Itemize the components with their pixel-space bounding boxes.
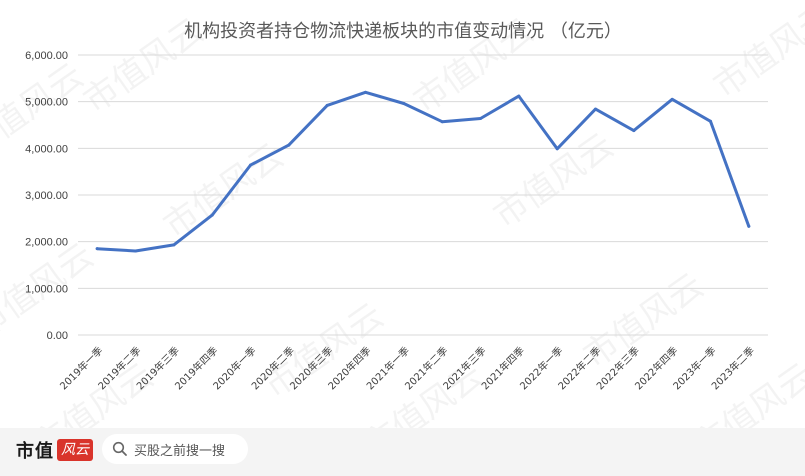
gridlines (78, 54, 768, 336)
footer-bar: 市值 风云 买股之前搜一搜 (0, 428, 805, 476)
data-point (670, 97, 674, 101)
data-point (95, 247, 99, 251)
search-placeholder: 买股之前搜一搜 (134, 443, 226, 459)
series-layer (95, 90, 751, 253)
brand-name: 市值 (16, 441, 54, 462)
line-chart: 市值风云市值风云市值风云市值风云市值风云市值风云市值风云市值风云市值风云市值风云… (0, 0, 805, 428)
data-point (325, 103, 329, 107)
data-point (747, 224, 751, 228)
search-input[interactable]: 买股之前搜一搜 (102, 434, 248, 464)
chart-card: 市值风云市值风云市值风云市值风云市值风云市值风云市值风云市值风云市值风云市值风云… (0, 0, 805, 428)
y-tick-label: 0.00 (47, 330, 68, 342)
y-tick-label: 6,000.00 (25, 50, 68, 62)
search-icon (112, 441, 127, 456)
y-axis-ticks: 0.00 1,000.00 2,000.00 3,000.00 4,000.00 5,00… (25, 50, 68, 342)
brand-logo: 市值 风云 (16, 437, 93, 463)
data-point (172, 243, 176, 247)
data-point (364, 90, 367, 94)
data-point (632, 129, 636, 133)
data-point (287, 143, 291, 147)
data-point (402, 102, 406, 106)
brand-seal: 风云 (57, 439, 93, 461)
data-point (210, 213, 214, 217)
y-tick-label: 1,000.00 (25, 283, 68, 295)
data-point (249, 163, 252, 167)
series-line (95, 90, 751, 253)
data-point (594, 107, 597, 111)
y-tick-label: 4,000.00 (25, 143, 68, 155)
data-point (517, 94, 521, 98)
y-tick-label: 3,000.00 (25, 190, 68, 202)
data-point (479, 116, 482, 120)
chart-title: 机构投资者持仓物流快递板块的市值变动情况 （亿元） (184, 21, 622, 42)
data-point (709, 119, 712, 123)
y-tick-label: 2,000.00 (25, 237, 68, 249)
y-tick-label: 5,000.00 (25, 97, 68, 109)
data-point (555, 147, 559, 151)
data-point (134, 249, 137, 253)
data-point (440, 120, 444, 124)
x-axis-ticks: 2019年一季2019年二季2019年三季2019年四季2020年一季2020年… (57, 344, 757, 392)
